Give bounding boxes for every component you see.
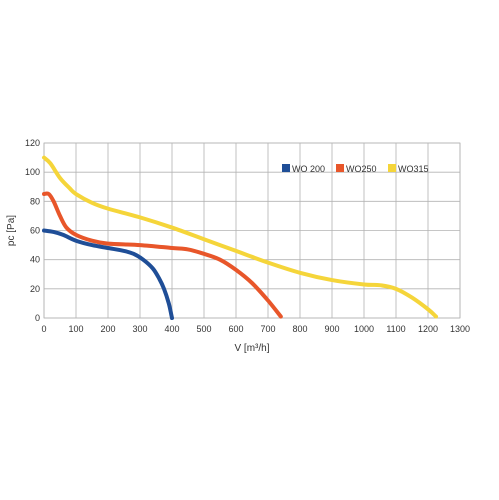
legend-swatch-wo250: [336, 164, 344, 172]
x-tick-label: 0: [41, 324, 46, 334]
x-tick-label: 100: [68, 324, 83, 334]
y-tick-label: 20: [30, 284, 40, 294]
y-tick-label: 60: [30, 226, 40, 236]
legend-swatch-wo200: [282, 164, 290, 172]
x-tick-label: 600: [228, 324, 243, 334]
x-tick-label: 1100: [386, 324, 405, 334]
x-axis-ticks: 0 100 200 300 400 500 600 700 800 900 1000 1100 1200…: [41, 324, 470, 334]
x-tick-label: 900: [324, 324, 339, 334]
x-tick-label: 300: [132, 324, 147, 334]
x-axis-title: V [m³/h]: [234, 343, 269, 354]
y-tick-label: 0: [35, 313, 40, 323]
x-tick-label: 1300: [450, 324, 470, 334]
legend-label-wo315: WO315: [398, 164, 429, 174]
y-tick-label: 40: [30, 255, 40, 265]
x-tick-label: 700: [260, 324, 275, 334]
y-axis-title: pc [Pa]: [6, 215, 17, 246]
x-tick-label: 400: [164, 324, 179, 334]
y-axis-ticks: 0 20 40 60 80 100 120: [25, 138, 40, 323]
legend-swatch-wo315: [388, 164, 396, 172]
series-line-wo250: [42, 191, 283, 319]
x-tick-label: 1200: [418, 324, 438, 334]
x-tick-label: 800: [292, 324, 307, 334]
series-group: [42, 155, 438, 320]
x-tick-label: 500: [196, 324, 211, 334]
legend: WO 200 WO250 WO315: [282, 164, 429, 174]
x-tick-label: 1000: [354, 324, 374, 334]
legend-label-wo250: WO250: [346, 164, 377, 174]
x-tick-label: 200: [100, 324, 115, 334]
series-line-wo315: [42, 155, 438, 319]
legend-label-wo200: WO 200: [292, 164, 325, 174]
series-line-wo200: [42, 228, 174, 320]
y-tick-label: 80: [30, 196, 40, 206]
y-tick-label: 120: [25, 138, 40, 148]
y-tick-label: 100: [25, 167, 40, 177]
